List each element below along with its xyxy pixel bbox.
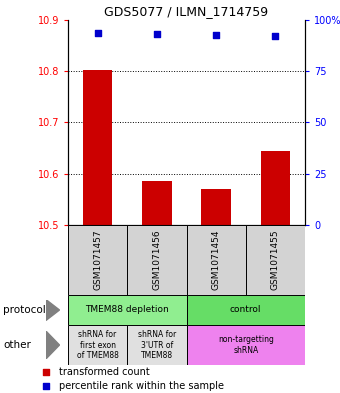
Point (154, 31, 159, 37)
Text: GSM1071457: GSM1071457 (93, 230, 102, 290)
Point (273, 33, 278, 39)
Text: GSM1071455: GSM1071455 (271, 230, 280, 290)
Bar (187, 295, 305, 325)
Text: shRNA for
first exon
of TMEM88: shRNA for first exon of TMEM88 (77, 330, 119, 360)
Bar (83, 70, 113, 225)
Point (44, 383, 49, 389)
Text: GSM1071456: GSM1071456 (152, 230, 161, 290)
Bar (68, 295, 187, 325)
Text: shRNA for
3'UTR of
TMEM88: shRNA for 3'UTR of TMEM88 (138, 330, 176, 360)
Text: control: control (230, 305, 261, 314)
Point (44, 369, 49, 375)
Polygon shape (46, 331, 60, 359)
Text: TMEM88 depletion: TMEM88 depletion (85, 305, 169, 314)
Bar (68, 325, 127, 365)
Bar (127, 325, 187, 365)
Point (95, 29, 100, 36)
Text: GSM1071454: GSM1071454 (211, 230, 221, 290)
Text: GDS5077 / ILMN_1714759: GDS5077 / ILMN_1714759 (104, 5, 269, 18)
Text: non-targetting
shRNA: non-targetting shRNA (218, 335, 274, 355)
Point (214, 32, 219, 39)
Bar (187, 325, 305, 365)
Bar (246, 225, 305, 295)
Bar (142, 182, 172, 225)
Text: other: other (3, 340, 31, 350)
Bar (187, 225, 246, 295)
Bar (68, 225, 127, 295)
Text: transformed count: transformed count (59, 367, 150, 377)
Text: protocol: protocol (3, 305, 46, 315)
Text: percentile rank within the sample: percentile rank within the sample (59, 381, 224, 391)
Polygon shape (46, 299, 60, 321)
Bar (260, 151, 290, 225)
Bar (127, 225, 187, 295)
Bar (201, 189, 231, 225)
